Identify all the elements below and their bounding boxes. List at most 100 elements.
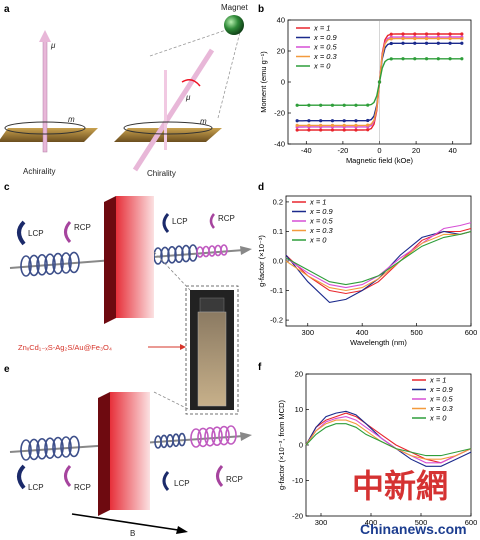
lcp-icon-left-c — [17, 220, 26, 246]
legend-entry: x = 1 — [313, 24, 330, 33]
panel-e: e LCP RCP LCP RCP B — [4, 364, 252, 538]
magnet-ball — [224, 15, 244, 35]
data-point — [295, 119, 299, 123]
rcp-icon-left-e — [64, 464, 72, 488]
chart-b: -40 -20 0 20 40 -40 -20 0 20 40 Magnetic field (kO… — [259, 16, 472, 165]
series-line — [305, 419, 472, 460]
coil-loop — [218, 425, 230, 446]
data-point — [413, 32, 417, 36]
coil-loop — [28, 438, 40, 461]
rcp-icon-right-e — [216, 464, 224, 488]
data-point — [354, 119, 358, 123]
tilted-moment-arrow — [132, 48, 215, 172]
y-axis-label: g-factor (×10⁻³, from MCD) — [277, 399, 286, 490]
data-point — [342, 128, 346, 132]
vial-frame — [185, 285, 239, 415]
data-point — [366, 123, 370, 127]
data-point — [330, 128, 335, 132]
y-tick-label: 0 — [281, 78, 285, 87]
coil-loop — [211, 426, 223, 447]
coil-loop — [60, 436, 72, 458]
panel-a-letter: a — [4, 4, 10, 15]
data-point — [366, 118, 370, 123]
magnet-guide-lower — [217, 31, 241, 119]
data-point — [448, 32, 452, 36]
coil-loop — [208, 245, 216, 257]
chirality-label: Chirality — [147, 169, 176, 178]
series-line — [305, 410, 472, 467]
data-point — [342, 123, 346, 127]
data-point — [389, 57, 393, 61]
data-point — [424, 57, 429, 61]
y-tick-label: 0 — [299, 441, 303, 450]
data-point — [307, 123, 311, 127]
data-point — [401, 32, 405, 36]
data-point — [460, 57, 464, 61]
coil-right-c — [153, 244, 228, 265]
coil-loop — [28, 254, 40, 277]
data-point — [413, 37, 417, 41]
panel-a: a μ m Achirality μ m Chirality Magnet — [0, 3, 248, 178]
rcp-label-right-c: RCP — [218, 214, 235, 223]
data-point — [307, 128, 311, 132]
field-arrow — [71, 513, 179, 531]
coil-loop — [225, 425, 237, 445]
coil-right-e — [154, 425, 237, 449]
coil-left-e — [20, 435, 80, 461]
data-point — [424, 32, 429, 36]
legend-entry: x = 0 — [429, 414, 447, 423]
series-line — [305, 412, 472, 464]
coil-loop — [197, 427, 209, 448]
panel-c-letter: c — [4, 182, 10, 193]
y-tick-label: 0.0 — [273, 257, 283, 266]
series-line — [285, 230, 472, 292]
lcp-label-right-c: LCP — [172, 217, 188, 226]
data-point — [401, 37, 405, 41]
vial-cap — [199, 297, 225, 313]
coil-loop — [196, 246, 204, 258]
y-tick-label: 10 — [295, 405, 303, 414]
moment-arrow-head-left — [39, 30, 51, 42]
legend-entry: x = 0.9 — [313, 33, 338, 42]
m-label-right: m — [200, 117, 207, 126]
data-point — [319, 128, 323, 132]
data-point — [354, 128, 358, 132]
data-point — [319, 119, 323, 123]
coil-loop — [181, 244, 191, 263]
x-tick-label: -20 — [337, 146, 348, 155]
lcp-icon-right-e — [162, 471, 170, 491]
data-point — [460, 37, 464, 41]
x-tick-label: 300 — [315, 518, 328, 527]
y-tick-label: 20 — [295, 370, 303, 379]
data-point — [354, 123, 358, 127]
rotation-ring-left — [4, 121, 86, 135]
data-point — [330, 103, 335, 107]
legend-entry: x = 0.5 — [309, 217, 334, 226]
data-point — [295, 103, 299, 107]
slab-e — [110, 392, 150, 510]
data-point — [342, 103, 346, 107]
y-tick-label: 0.1 — [273, 227, 283, 236]
data-point — [460, 32, 464, 36]
achirality-label: Achirality — [23, 167, 55, 176]
watermark-url: Chinanews.com — [360, 521, 467, 537]
data-point — [460, 41, 464, 45]
y-tick-label: 0.2 — [273, 197, 283, 206]
panel-d-letter: d — [258, 182, 264, 193]
x-tick-label: 40 — [449, 146, 457, 155]
lcp-label-right-e: LCP — [174, 479, 190, 488]
legend-entry: x = 0.9 — [309, 207, 334, 216]
x-tick-label: 600 — [465, 328, 478, 337]
coil-loop — [60, 252, 72, 274]
coil-loop — [190, 428, 202, 448]
y-tick-label: -40 — [274, 140, 285, 149]
coil-loop — [178, 432, 186, 447]
data-point — [436, 41, 440, 45]
legend-entry: x = 0.3 — [429, 404, 454, 413]
data-point — [424, 37, 429, 41]
chart-d: 300 400 500 600 -0.2 -0.1 0.0 0.1 0.2 Wavelength … — [257, 195, 478, 347]
data-point — [377, 80, 382, 84]
lcp-label-left-e: LCP — [28, 483, 44, 492]
series-line — [285, 230, 472, 286]
